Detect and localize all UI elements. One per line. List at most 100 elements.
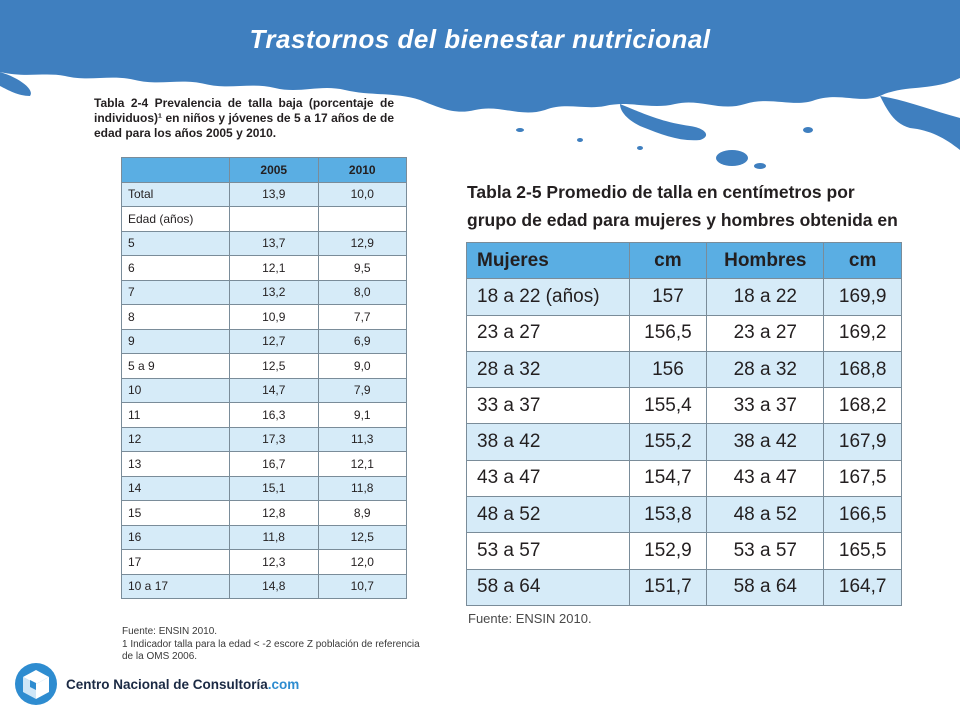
women-height-cm: 155,4: [628, 387, 708, 425]
men-height-cm: 167,5: [823, 459, 902, 498]
row-label: 5 a 9: [121, 353, 230, 379]
men-height-cm: 168,8: [823, 350, 902, 389]
value-2010: 12,9: [317, 230, 407, 256]
table1-source: Fuente: ENSIN 2010.: [122, 626, 218, 637]
value-2010: 11,8: [317, 475, 407, 501]
value-2005: 14,8: [229, 573, 319, 599]
value-2010: 7,7: [317, 304, 407, 330]
value-2005: 12,1: [229, 255, 319, 281]
table-row: 14 15,1 11,8: [121, 475, 407, 501]
table-header-cell: 2010: [317, 157, 407, 183]
value-2010: 10,0: [317, 181, 407, 207]
value-2010: 12,0: [317, 549, 407, 575]
men-age-group: 23 a 27: [706, 314, 825, 352]
value-2005: 16,7: [229, 451, 319, 477]
table-row: 10 a 17 14,8 10,7: [121, 573, 407, 599]
row-label: 15: [121, 500, 230, 526]
men-height-cm: 165,5: [823, 532, 902, 570]
table-row: 8 10,9 7,7: [121, 304, 407, 330]
women-age-group: 18 a 22 (años): [466, 278, 630, 316]
value-2005: 10,9: [229, 304, 319, 330]
row-label: 9: [121, 328, 230, 354]
table-header-row: Mujeres cm Hombres cm: [466, 241, 902, 280]
table-row: 6 12,1 9,5: [121, 255, 407, 281]
table-row: 48 a 52 153,8 48 a 52 166,5: [466, 496, 902, 534]
women-height-cm: 154,7: [628, 459, 708, 498]
value-2010: 6,9: [317, 328, 407, 354]
table-row: 43 a 47 154,7 43 a 47 167,5: [466, 459, 902, 498]
women-age-group: 38 a 42: [466, 423, 630, 461]
table-header-cell: cm: [628, 241, 708, 280]
value-2005: 14,7: [229, 377, 319, 403]
men-age-group: 43 a 47: [706, 459, 825, 498]
row-label: 13: [121, 451, 230, 477]
value-2010: 9,1: [317, 402, 407, 428]
table-row: 18 a 22 (años) 157 18 a 22 169,9: [466, 278, 902, 316]
table-row: 9 12,7 6,9: [121, 328, 407, 354]
women-age-group: 23 a 27: [466, 314, 630, 352]
women-height-cm: 156,5: [628, 314, 708, 352]
men-age-group: 28 a 32: [706, 350, 825, 389]
table-header-cell: Hombres: [706, 241, 825, 280]
value-2010: 12,1: [317, 451, 407, 477]
value-2005: 16,3: [229, 402, 319, 428]
row-label: 7: [121, 279, 230, 305]
table-row: 12 17,3 11,3: [121, 426, 407, 452]
table-row: 38 a 42 155,2 38 a 42 167,9: [466, 423, 902, 461]
value-2005: 12,8: [229, 500, 319, 526]
table-row: 10 14,7 7,9: [121, 377, 407, 403]
table-header-cell: cm: [823, 241, 902, 280]
table-row: Edad (años): [121, 206, 407, 232]
table-header-cell: [121, 157, 230, 183]
table2-source: Fuente: ENSIN 2010.: [468, 611, 592, 626]
table-row: 23 a 27 156,5 23 a 27 169,2: [466, 314, 902, 352]
value-2005: 13,7: [229, 230, 319, 256]
women-height-cm: 152,9: [628, 532, 708, 570]
men-age-group: 48 a 52: [706, 496, 825, 534]
men-age-group: 53 a 57: [706, 532, 825, 570]
stunting-prevalence-table: 2005 2010 Total 13,9 10,0 Edad (años) 5 13,…: [121, 157, 407, 599]
value-2010: 11,3: [317, 426, 407, 452]
row-label: 8: [121, 304, 230, 330]
slide-title: Trastornos del bienestar nutricional: [249, 24, 711, 54]
table-header-cell: 2005: [229, 157, 319, 183]
table-row: 5 13,7 12,9: [121, 230, 407, 256]
women-height-cm: 151,7: [628, 568, 708, 606]
table-row: 11 16,3 9,1: [121, 402, 407, 428]
men-height-cm: 167,9: [823, 423, 902, 461]
value-2010: 8,0: [317, 279, 407, 305]
row-label: Total: [121, 181, 230, 207]
row-label: 5: [121, 230, 230, 256]
men-age-group: 33 a 37: [706, 387, 825, 425]
women-height-cm: 156: [628, 350, 708, 389]
table-row: 13 16,7 12,1: [121, 451, 407, 477]
table-row: 5 a 9 12,5 9,0: [121, 353, 407, 379]
table1-footnote: 1 Indicador talla para la edad < -2 esco…: [122, 639, 420, 662]
men-age-group: 18 a 22: [706, 278, 825, 316]
table1-caption: Tabla 2-4 Prevalencia de talla baja (por…: [94, 96, 394, 140]
women-age-group: 48 a 52: [466, 496, 630, 534]
value-2005: 17,3: [229, 426, 319, 452]
value-2005: 15,1: [229, 475, 319, 501]
value-2005: 13,9: [229, 181, 319, 207]
title-banner: [0, 0, 960, 169]
value-2010: 9,5: [317, 255, 407, 281]
value-2010: 12,5: [317, 524, 407, 550]
cube-logo-icon: [15, 663, 57, 705]
row-label: 17: [121, 549, 230, 575]
value-2010: 10,7: [317, 573, 407, 599]
table-row: 58 a 64 151,7 58 a 64 164,7: [466, 568, 902, 606]
company-name: Centro Nacional de Consultoría.com: [66, 677, 299, 692]
table-row: Total 13,9 10,0: [121, 181, 407, 207]
value-2005: 13,2: [229, 279, 319, 305]
table-row: 53 a 57 152,9 53 a 57 165,5: [466, 532, 902, 570]
value-2010: [317, 206, 407, 232]
height-by-age-table: Mujeres cm Hombres cm 18 a 22 (años) 157 1…: [466, 241, 902, 606]
row-label: Edad (años): [121, 206, 230, 232]
women-age-group: 58 a 64: [466, 568, 630, 606]
value-2005: [229, 206, 319, 232]
table-row: 28 a 32 156 28 a 32 168,8: [466, 350, 902, 389]
value-2005: 12,7: [229, 328, 319, 354]
value-2005: 12,5: [229, 353, 319, 379]
women-age-group: 43 a 47: [466, 459, 630, 498]
